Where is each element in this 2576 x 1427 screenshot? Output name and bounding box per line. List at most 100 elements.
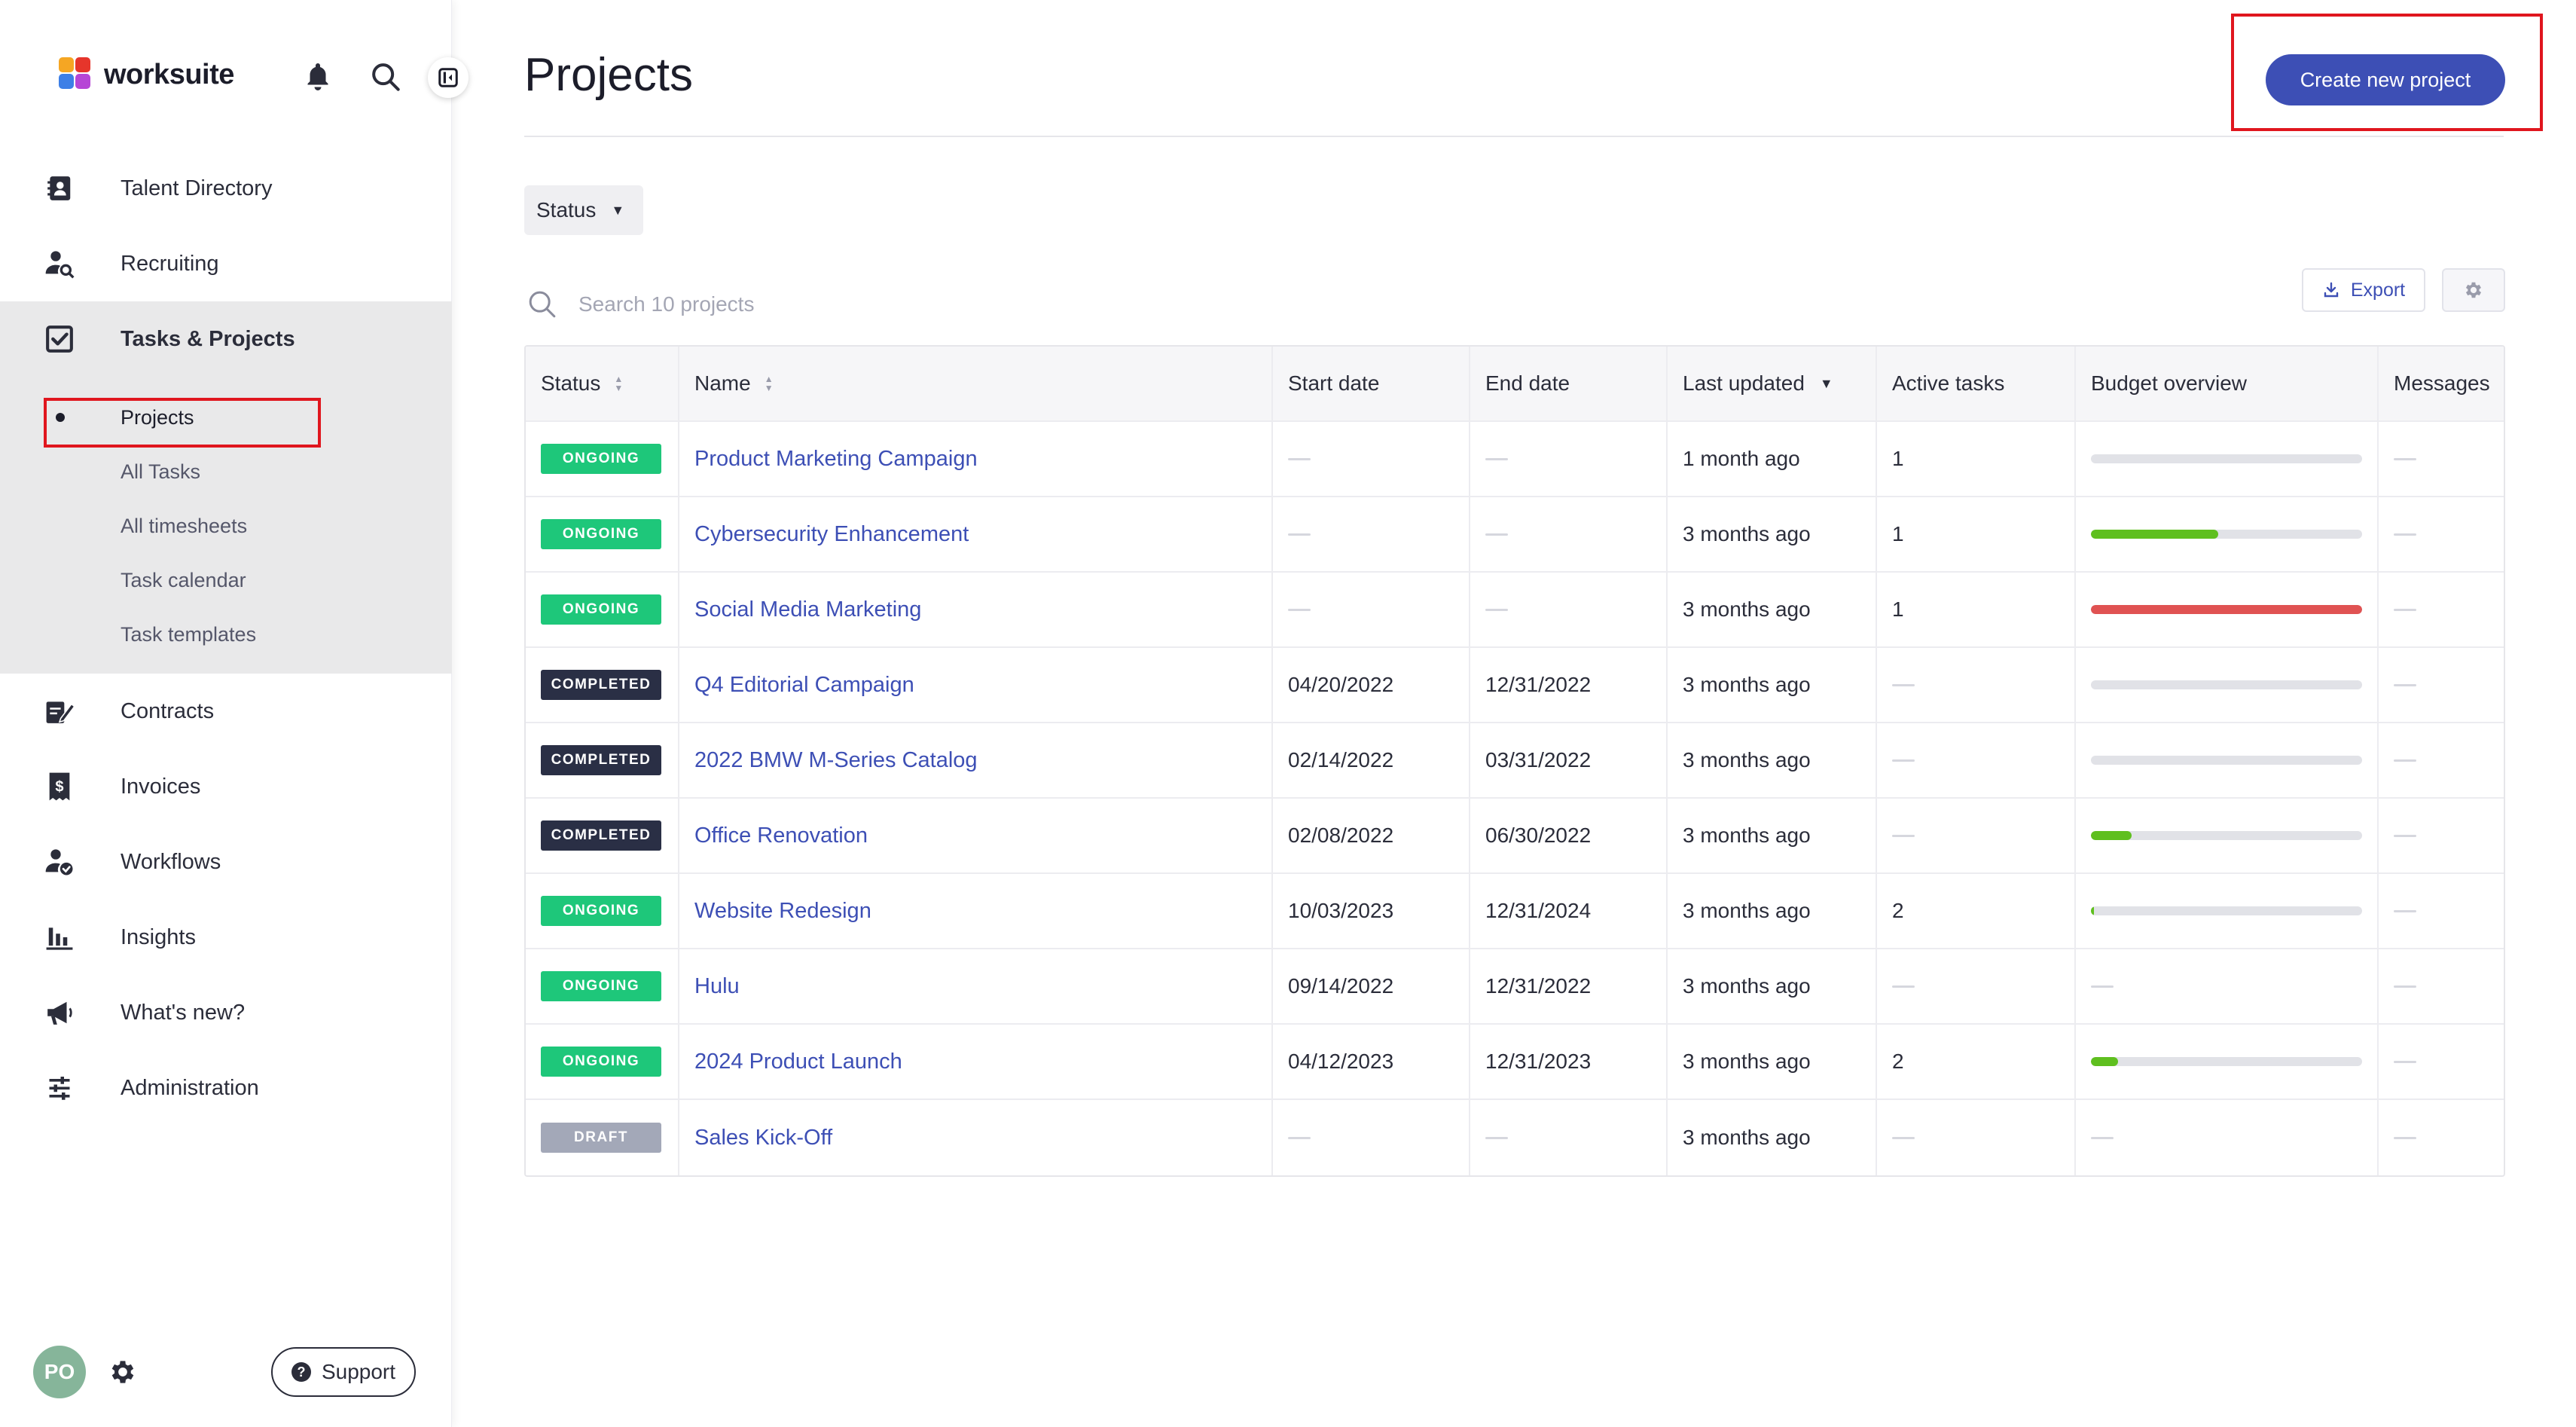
- gear-icon[interactable]: [105, 1355, 140, 1389]
- column-header-last-updated[interactable]: Last updated ▼: [1668, 347, 1877, 420]
- sidebar-item-insights[interactable]: Insights: [0, 900, 452, 975]
- last-updated: 3 months ago: [1683, 824, 1811, 847]
- budget-bar-fill: [2091, 605, 2362, 614]
- project-name-link[interactable]: Hulu: [694, 973, 740, 998]
- table-row[interactable]: ONGOING Cybersecurity Enhancement 3 months…: [526, 497, 2504, 573]
- table-row[interactable]: ONGOING 2024 Product Launch 04/12/2023 12/3…: [526, 1025, 2504, 1100]
- empty-dash: [1288, 457, 1311, 460]
- budget-overview-cell: [2076, 648, 2379, 722]
- worksuite-logo[interactable]: worksuite: [59, 57, 234, 92]
- table-row[interactable]: COMPLETED Q4 Editorial Campaign 04/20/2022…: [526, 648, 2504, 723]
- sidebar-subitem-projects[interactable]: Projects: [0, 390, 452, 445]
- status-cell: ONGOING: [526, 874, 679, 948]
- table-row[interactable]: ONGOING Website Redesign 10/03/2023 12/31/2…: [526, 874, 2504, 949]
- collapse-sidebar-icon: [438, 68, 458, 87]
- column-header-end-date[interactable]: End date: [1470, 347, 1668, 420]
- column-header-start-date[interactable]: Start date: [1273, 347, 1470, 420]
- table-settings-button[interactable]: [2442, 268, 2505, 312]
- page-title: Projects: [524, 49, 693, 101]
- budget-overview-cell: [2076, 422, 2379, 496]
- project-name-link[interactable]: 2024 Product Launch: [694, 1049, 902, 1074]
- sidebar-item-whats-new[interactable]: What's new?: [0, 975, 452, 1050]
- column-header-budget-overview[interactable]: Budget overview: [2076, 347, 2379, 420]
- active-tasks-cell: [1877, 799, 2076, 872]
- sidebar-item-talent-directory[interactable]: Talent Directory: [0, 151, 452, 226]
- support-button[interactable]: ? Support: [271, 1347, 416, 1397]
- sidebar-subitem-label: Projects: [121, 405, 194, 429]
- start-date-cell: [1273, 1100, 1470, 1175]
- budget-progress-bar: [2091, 831, 2362, 840]
- start-date: 02/08/2022: [1288, 824, 1394, 847]
- project-name-link[interactable]: Cybersecurity Enhancement: [694, 521, 969, 546]
- collapse-sidebar-button[interactable]: [428, 57, 469, 98]
- empty-dash: [1485, 533, 1508, 536]
- search-input[interactable]: [578, 292, 1030, 316]
- active-tasks-cell: 1: [1877, 422, 2076, 496]
- project-name-link[interactable]: Social Media Marketing: [694, 597, 922, 622]
- table-row[interactable]: DRAFT Sales Kick-Off 3 months ago: [526, 1100, 2504, 1175]
- active-tasks-cell: [1877, 648, 2076, 722]
- contact-book-icon: [42, 171, 77, 206]
- messages-cell: [2379, 497, 2504, 571]
- export-button[interactable]: Export: [2302, 268, 2425, 312]
- project-name-link[interactable]: Q4 Editorial Campaign: [694, 672, 914, 697]
- last-updated: 3 months ago: [1683, 673, 1811, 696]
- main-content: Projects Create new project Status ▼ Exp…: [452, 0, 2576, 1427]
- project-name-link[interactable]: 2022 BMW M-Series Catalog: [694, 747, 978, 772]
- sidebar-subitem-task-templates[interactable]: Task templates: [0, 607, 452, 662]
- project-name-link[interactable]: Product Marketing Campaign: [694, 446, 978, 471]
- end-date-cell: [1470, 1100, 1668, 1175]
- messages-cell: [2379, 648, 2504, 722]
- sidebar-subitem-all-timesheets[interactable]: All timesheets: [0, 499, 452, 553]
- sidebar-item-administration[interactable]: Administration: [0, 1050, 452, 1126]
- budget-overview-cell: [2076, 874, 2379, 948]
- table-row[interactable]: ONGOING Social Media Marketing 3 months ag…: [526, 573, 2504, 648]
- empty-dash: [1485, 608, 1508, 611]
- last-updated: 3 months ago: [1683, 1050, 1811, 1073]
- sidebar-subitem-task-calendar[interactable]: Task calendar: [0, 553, 452, 607]
- table-row[interactable]: COMPLETED 2022 BMW M-Series Catalog 02/14/…: [526, 723, 2504, 799]
- status-filter-dropdown[interactable]: Status ▼: [524, 185, 643, 235]
- status-cell: ONGOING: [526, 497, 679, 571]
- sidebar-item-contracts[interactable]: Contracts: [0, 674, 452, 749]
- budget-progress-bar: [2091, 530, 2362, 539]
- sidebar-item-invoices[interactable]: $ Invoices: [0, 749, 452, 824]
- create-new-project-button[interactable]: Create new project: [2266, 54, 2505, 105]
- column-header-name[interactable]: Name ▲ ▼: [679, 347, 1273, 420]
- name-cell: Cybersecurity Enhancement: [679, 497, 1273, 571]
- avatar[interactable]: PO: [33, 1346, 86, 1398]
- sort-arrows-icon: ▲ ▼: [614, 374, 624, 393]
- column-header-label: Status: [541, 371, 601, 395]
- start-date-cell: [1273, 497, 1470, 571]
- budget-progress-bar: [2091, 1057, 2362, 1066]
- notifications-bell-icon[interactable]: [300, 59, 336, 95]
- status-badge: ONGOING: [541, 444, 661, 474]
- column-header-active-tasks[interactable]: Active tasks: [1877, 347, 2076, 420]
- budget-progress-bar: [2091, 680, 2362, 689]
- column-header-label: Active tasks: [1892, 371, 2005, 395]
- end-date-cell: 12/31/2024: [1470, 874, 1668, 948]
- table-row[interactable]: ONGOING Product Marketing Campaign 1 month…: [526, 422, 2504, 497]
- budget-bar-fill: [2091, 831, 2132, 840]
- search-icon[interactable]: [368, 59, 404, 95]
- sidebar-item-tasks-projects[interactable]: Tasks & Projects: [0, 301, 452, 377]
- table-row[interactable]: ONGOING Hulu 09/14/2022 12/31/2022 3 months …: [526, 949, 2504, 1025]
- column-header-label: Start date: [1288, 371, 1380, 395]
- sidebar-subitem-all-tasks[interactable]: All Tasks: [0, 445, 452, 499]
- column-header-status[interactable]: Status ▲ ▼: [526, 347, 679, 420]
- active-tasks-count: 1: [1892, 597, 1904, 621]
- budget-overview-cell: [2076, 723, 2379, 797]
- start-date-cell: 10/03/2023: [1273, 874, 1470, 948]
- table-row[interactable]: COMPLETED Office Renovation 02/08/2022 06/3…: [526, 799, 2504, 874]
- budget-bar-fill: [2091, 906, 2095, 915]
- project-name-link[interactable]: Office Renovation: [694, 823, 868, 848]
- sidebar-item-recruiting[interactable]: Recruiting: [0, 226, 452, 301]
- last-updated-cell: 3 months ago: [1668, 799, 1877, 872]
- project-name-link[interactable]: Sales Kick-Off: [694, 1125, 833, 1150]
- sidebar-item-workflows[interactable]: Workflows: [0, 824, 452, 900]
- checkbox-icon: [42, 322, 77, 356]
- column-header-messages[interactable]: Messages: [2379, 347, 2504, 420]
- table-header-row: Status ▲ ▼ Name ▲ ▼ Start date End date La…: [526, 347, 2504, 422]
- budget-overview-cell: [2076, 949, 2379, 1023]
- project-name-link[interactable]: Website Redesign: [694, 898, 871, 923]
